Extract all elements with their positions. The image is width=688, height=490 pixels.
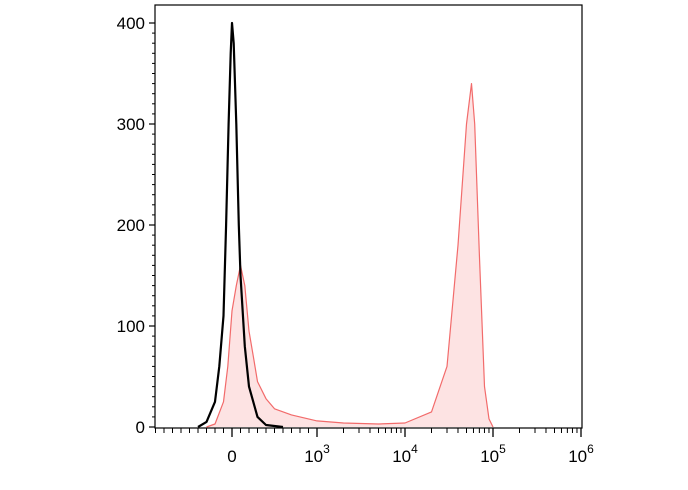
y-tick-label-0: 0 [136, 418, 145, 437]
y-tick-label-2: 200 [117, 216, 145, 235]
axes: 0 100 200 300 400 0 103 104 105 106 [117, 14, 594, 466]
series-1-line [197, 21, 284, 429]
y-tick-label-3: 300 [117, 115, 145, 134]
y-tick-label-4: 400 [117, 14, 145, 33]
x-tick-label-3: 105 [480, 442, 506, 466]
series-layer [197, 21, 494, 429]
x-tick-label-0: 0 [227, 447, 236, 466]
y-tick-label-1: 100 [117, 317, 145, 336]
x-tick-label-1: 103 [304, 442, 330, 466]
series-0-outline [206, 83, 494, 428]
x-tick-label-2: 104 [392, 442, 418, 466]
x-tick-label-4: 106 [568, 442, 594, 466]
series-0-area [206, 83, 493, 427]
